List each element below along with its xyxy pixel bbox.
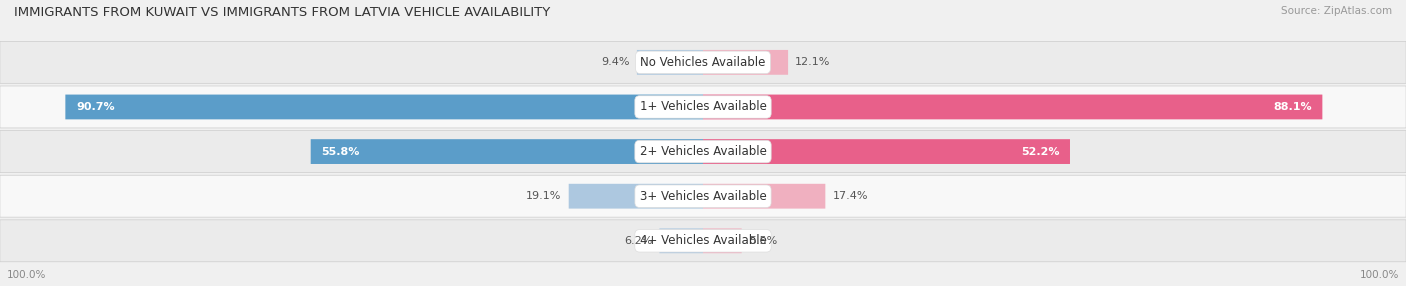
Text: 5.5%: 5.5% [749, 236, 778, 246]
FancyBboxPatch shape [703, 184, 825, 208]
Text: IMMIGRANTS FROM KUWAIT VS IMMIGRANTS FROM LATVIA VEHICLE AVAILABILITY: IMMIGRANTS FROM KUWAIT VS IMMIGRANTS FRO… [14, 6, 550, 19]
FancyBboxPatch shape [0, 175, 1406, 217]
FancyBboxPatch shape [0, 86, 1406, 128]
FancyBboxPatch shape [0, 41, 1406, 83]
Text: 6.2%: 6.2% [624, 236, 652, 246]
FancyBboxPatch shape [311, 139, 703, 164]
Text: Source: ZipAtlas.com: Source: ZipAtlas.com [1281, 6, 1392, 16]
Text: 12.1%: 12.1% [796, 57, 831, 67]
FancyBboxPatch shape [637, 50, 703, 75]
FancyBboxPatch shape [703, 95, 1323, 119]
FancyBboxPatch shape [568, 184, 703, 208]
Text: 52.2%: 52.2% [1021, 147, 1060, 156]
FancyBboxPatch shape [65, 95, 703, 119]
Text: 100.0%: 100.0% [7, 270, 46, 280]
FancyBboxPatch shape [703, 139, 1070, 164]
Text: 88.1%: 88.1% [1274, 102, 1312, 112]
Legend: Immigrants from Kuwait, Immigrants from Latvia: Immigrants from Kuwait, Immigrants from … [524, 284, 882, 286]
Text: 90.7%: 90.7% [76, 102, 114, 112]
FancyBboxPatch shape [659, 229, 703, 253]
FancyBboxPatch shape [703, 50, 789, 75]
Text: 3+ Vehicles Available: 3+ Vehicles Available [640, 190, 766, 203]
FancyBboxPatch shape [703, 229, 742, 253]
Text: No Vehicles Available: No Vehicles Available [640, 56, 766, 69]
FancyBboxPatch shape [0, 131, 1406, 172]
Text: 4+ Vehicles Available: 4+ Vehicles Available [640, 234, 766, 247]
Text: 2+ Vehicles Available: 2+ Vehicles Available [640, 145, 766, 158]
FancyBboxPatch shape [0, 220, 1406, 262]
Text: 9.4%: 9.4% [602, 57, 630, 67]
Text: 19.1%: 19.1% [526, 191, 562, 201]
Text: 100.0%: 100.0% [1360, 270, 1399, 280]
Text: 17.4%: 17.4% [832, 191, 868, 201]
Text: 1+ Vehicles Available: 1+ Vehicles Available [640, 100, 766, 114]
Text: 55.8%: 55.8% [321, 147, 360, 156]
